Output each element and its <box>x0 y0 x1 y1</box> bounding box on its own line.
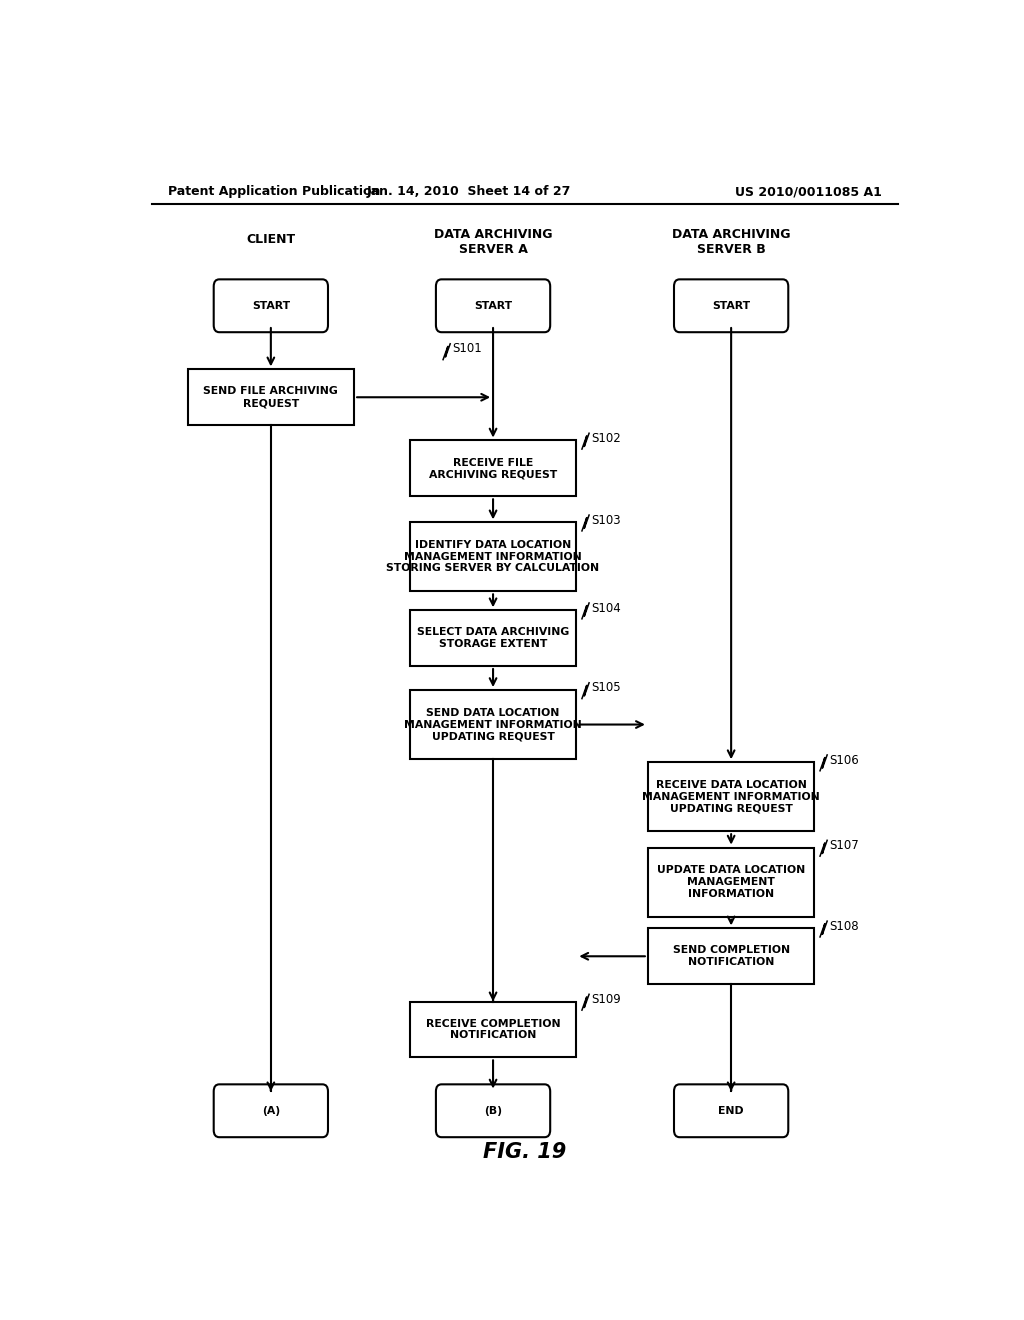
Text: S108: S108 <box>829 920 859 933</box>
Text: SEND COMPLETION
NOTIFICATION: SEND COMPLETION NOTIFICATION <box>673 945 790 968</box>
Text: FIG. 19: FIG. 19 <box>483 1142 566 1163</box>
Text: START: START <box>712 301 751 310</box>
FancyBboxPatch shape <box>436 1084 550 1138</box>
Text: DATA ARCHIVING
SERVER B: DATA ARCHIVING SERVER B <box>672 228 791 256</box>
Text: SEND FILE ARCHIVING
REQUEST: SEND FILE ARCHIVING REQUEST <box>204 387 338 408</box>
Text: RECEIVE FILE
ARCHIVING REQUEST: RECEIVE FILE ARCHIVING REQUEST <box>429 458 557 479</box>
Text: DATA ARCHIVING
SERVER A: DATA ARCHIVING SERVER A <box>434 228 552 256</box>
Text: SELECT DATA ARCHIVING
STORAGE EXTENT: SELECT DATA ARCHIVING STORAGE EXTENT <box>417 627 569 649</box>
Text: (A): (A) <box>262 1106 280 1115</box>
Text: (B): (B) <box>484 1106 502 1115</box>
FancyBboxPatch shape <box>674 1084 788 1138</box>
Bar <box>648 847 814 916</box>
Bar <box>410 523 577 591</box>
Bar <box>648 928 814 985</box>
Text: RECEIVE DATA LOCATION
MANAGEMENT INFORMATION
UPDATING REQUEST: RECEIVE DATA LOCATION MANAGEMENT INFORMA… <box>642 780 820 813</box>
Text: RECEIVE COMPLETION
NOTIFICATION: RECEIVE COMPLETION NOTIFICATION <box>426 1019 560 1040</box>
Bar <box>410 610 577 667</box>
FancyBboxPatch shape <box>436 280 550 333</box>
Text: IDENTIFY DATA LOCATION
MANAGEMENT INFORMATION
STORING SERVER BY CALCULATION: IDENTIFY DATA LOCATION MANAGEMENT INFORM… <box>386 540 600 573</box>
Bar <box>410 441 577 496</box>
Text: END: END <box>718 1106 744 1115</box>
Text: S101: S101 <box>453 342 482 355</box>
Bar <box>187 370 354 425</box>
FancyBboxPatch shape <box>214 280 328 333</box>
Text: Jan. 14, 2010  Sheet 14 of 27: Jan. 14, 2010 Sheet 14 of 27 <box>367 185 571 198</box>
Text: S104: S104 <box>592 602 622 615</box>
Text: S102: S102 <box>592 432 622 445</box>
Text: Patent Application Publication: Patent Application Publication <box>168 185 380 198</box>
Text: S109: S109 <box>592 993 622 1006</box>
Text: S105: S105 <box>592 681 622 694</box>
Text: S107: S107 <box>829 840 859 851</box>
Text: SEND DATA LOCATION
MANAGEMENT INFORMATION
UPDATING REQUEST: SEND DATA LOCATION MANAGEMENT INFORMATIO… <box>404 708 582 741</box>
Text: S103: S103 <box>592 513 622 527</box>
Text: UPDATE DATA LOCATION
MANAGEMENT
INFORMATION: UPDATE DATA LOCATION MANAGEMENT INFORMAT… <box>657 866 805 899</box>
Bar <box>410 1002 577 1057</box>
Text: START: START <box>474 301 512 310</box>
Bar <box>648 762 814 832</box>
Bar <box>410 690 577 759</box>
Text: S106: S106 <box>829 754 859 767</box>
FancyBboxPatch shape <box>674 280 788 333</box>
Text: US 2010/0011085 A1: US 2010/0011085 A1 <box>735 185 882 198</box>
Text: START: START <box>252 301 290 310</box>
FancyBboxPatch shape <box>214 1084 328 1138</box>
Text: CLIENT: CLIENT <box>247 234 295 247</box>
